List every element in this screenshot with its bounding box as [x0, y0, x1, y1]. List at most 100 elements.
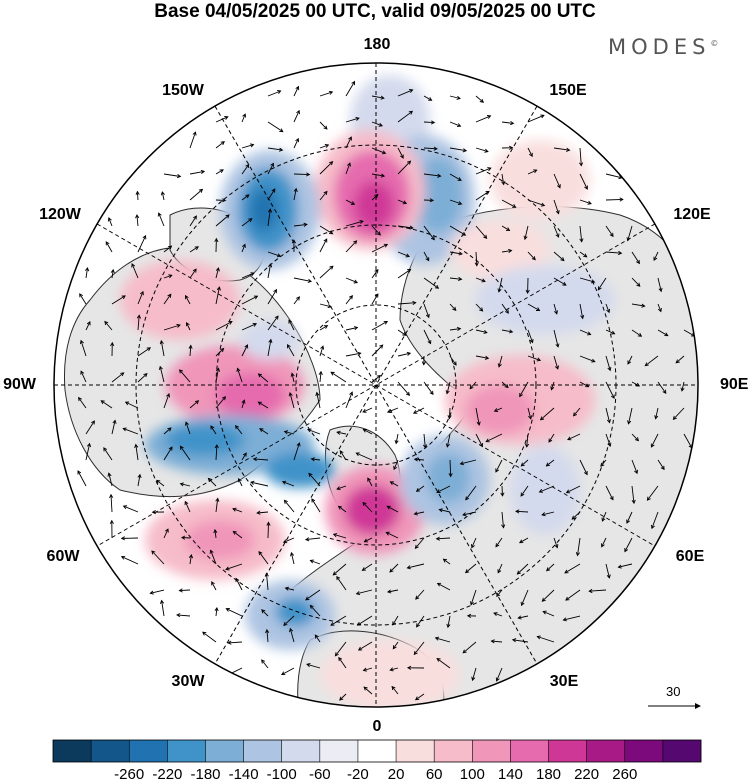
wind-arrow-head: [336, 575, 341, 581]
wind-arrow-head: [464, 569, 470, 574]
wind-arrow-head: [394, 439, 399, 445]
wind-arrow: [495, 537, 503, 547]
wind-arrow: [85, 267, 88, 279]
wind-arrow: [293, 442, 300, 461]
wind-arrow-head: [654, 415, 659, 420]
wind-arrow-head: [562, 281, 567, 286]
wind-arrow: [267, 209, 271, 227]
wind-arrow-head: [79, 339, 84, 345]
wind-arrow: [241, 218, 253, 227]
wind-arrow-head: [249, 143, 255, 148]
colorbar-tick-label: -140: [228, 766, 259, 783]
wind-arrow-head: [512, 204, 517, 208]
wind-arrow: [137, 474, 141, 487]
wind-arrow-head: [533, 169, 538, 174]
wind-arrow: [527, 114, 545, 123]
wind-arrow: [387, 407, 399, 413]
wind-arrow: [180, 483, 191, 487]
wind-arrow-head: [392, 621, 397, 626]
wind-arrow-head: [442, 558, 448, 563]
colorbar-swatch: [205, 740, 244, 762]
wind-arrow-head: [452, 361, 457, 366]
wind-arrow-head: [104, 320, 109, 326]
wind-arrow-head: [266, 521, 271, 526]
wind-arrow-head: [214, 606, 219, 612]
wind-arrow: [597, 277, 607, 291]
wind-arrow-head: [383, 320, 388, 325]
wind-arrow-head: [504, 384, 509, 389]
wind-arrow: [475, 433, 483, 447]
lon-label-150w: 150W: [162, 82, 204, 99]
wind-arrow: [363, 686, 373, 695]
wind-arrow: [501, 199, 516, 208]
wind-arrow: [137, 315, 140, 331]
wind-arrow-head: [245, 163, 250, 169]
wind-arrow: [364, 537, 373, 543]
wind-arrow: [267, 339, 272, 357]
wind-arrow: [266, 573, 269, 591]
wind-arrow-head: [220, 141, 225, 146]
wind-arrow-head: [583, 470, 588, 476]
wind-arrow-head: [121, 295, 126, 300]
wind-arrow-head: [617, 564, 622, 569]
wind-arrow-head: [405, 391, 411, 397]
wind-arrow-head: [484, 148, 489, 153]
wind-arrow-head: [457, 201, 463, 205]
wind-arrow: [228, 641, 243, 644]
wind-arrow-head: [413, 650, 418, 656]
wind-arrow-head: [277, 90, 282, 94]
wind-arrow: [319, 144, 329, 149]
wind-arrow-head: [250, 272, 255, 277]
colorbar-tick-label: -100: [266, 766, 297, 783]
wind-arrow: [475, 95, 484, 103]
colorbar-tick-label: -20: [347, 766, 369, 783]
wind-arrow: [605, 198, 623, 201]
wind-arrow-head: [637, 332, 643, 337]
wind-arrow: [475, 355, 489, 359]
wind-arrow: [345, 199, 355, 205]
wind-arrow-head: [237, 477, 242, 483]
wind-arrow-head: [232, 530, 237, 535]
wind-arrow-head: [314, 634, 319, 639]
wind-arrow-head: [606, 419, 611, 424]
wind-arrow: [233, 531, 243, 539]
wind-arrow-head: [179, 445, 184, 450]
wind-arrow: [309, 605, 321, 617]
wind-arrow-head: [405, 253, 410, 258]
wind-arrow: [241, 323, 257, 331]
wind-arrow: [181, 537, 191, 539]
wind-arrow: [521, 589, 529, 606]
wind-arrow: [123, 427, 139, 435]
wind-arrow-head: [540, 202, 546, 207]
wind-arrow-head: [353, 279, 359, 284]
wind-arrow-head: [310, 457, 315, 462]
wind-arrow: [387, 589, 399, 593]
wind-arrow-head: [110, 268, 115, 274]
wind-arrow-head: [136, 314, 142, 319]
wind-arrow-head: [409, 225, 414, 230]
wind-arrow-head: [490, 639, 495, 644]
wind-arrow-head: [338, 656, 343, 662]
wind-arrow: [605, 381, 615, 399]
wind-arrow: [414, 511, 425, 515]
wind-arrow-head: [306, 663, 311, 668]
wind-arrow: [363, 667, 373, 671]
wind-arrow: [257, 511, 269, 514]
wind-arrow: [293, 173, 310, 176]
wind-arrow-head: [311, 498, 316, 503]
wind-arrow: [553, 303, 558, 314]
wind-arrow-head: [579, 162, 584, 167]
wind-arrow: [579, 355, 595, 363]
wind-arrow-head: [159, 599, 165, 604]
wind-arrow: [123, 505, 139, 513]
wind-arrow-head: [367, 477, 372, 482]
colorbar-swatch: [167, 740, 206, 762]
colorbar: [52, 739, 702, 763]
wind-arrow: [471, 537, 477, 548]
wind-arrow: [215, 267, 219, 279]
wind-arrow: [683, 433, 693, 449]
wind-arrow-head: [105, 241, 110, 246]
wind-arrow-head: [296, 442, 301, 447]
wind-arrow-head: [469, 601, 474, 606]
wind-arrow-head: [362, 667, 367, 672]
